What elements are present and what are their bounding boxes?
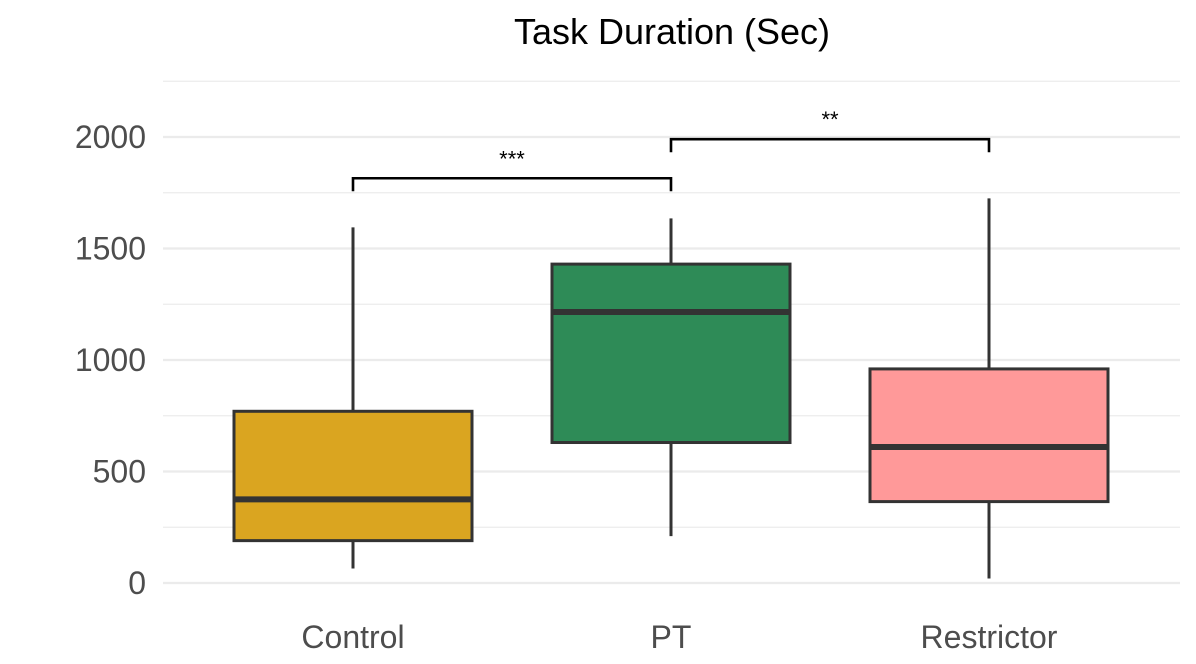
chart-title: Task Duration (Sec) bbox=[514, 11, 830, 52]
iqr-box bbox=[868, 367, 1110, 504]
y-tick-label: 2000 bbox=[75, 119, 146, 155]
x-tick-label: Control bbox=[301, 619, 404, 655]
x-tick-label: Restrictor bbox=[921, 619, 1058, 655]
iqr-box bbox=[550, 262, 792, 445]
significance-label: ** bbox=[821, 107, 839, 132]
box-pt bbox=[550, 218, 792, 537]
y-tick-label: 1000 bbox=[75, 342, 146, 378]
bracket-line bbox=[669, 137, 991, 153]
significance-label: *** bbox=[499, 146, 525, 171]
box-restrictor bbox=[868, 198, 1110, 579]
significance-layer: ***** bbox=[351, 107, 991, 192]
x-axis: Control PT Restrictor bbox=[301, 619, 1057, 655]
y-tick-label: 500 bbox=[93, 454, 146, 490]
box-control bbox=[232, 227, 474, 569]
significance-bracket: *** bbox=[351, 146, 673, 192]
significance-bracket: ** bbox=[669, 107, 991, 153]
y-tick-label: 0 bbox=[128, 565, 146, 601]
bracket-line bbox=[351, 176, 673, 192]
iqr-box bbox=[232, 409, 474, 543]
boxes-layer bbox=[232, 198, 1110, 579]
y-axis: 0 500 1000 1500 2000 bbox=[75, 119, 146, 601]
y-tick-label: 1500 bbox=[75, 231, 146, 267]
x-tick-label: PT bbox=[651, 619, 692, 655]
